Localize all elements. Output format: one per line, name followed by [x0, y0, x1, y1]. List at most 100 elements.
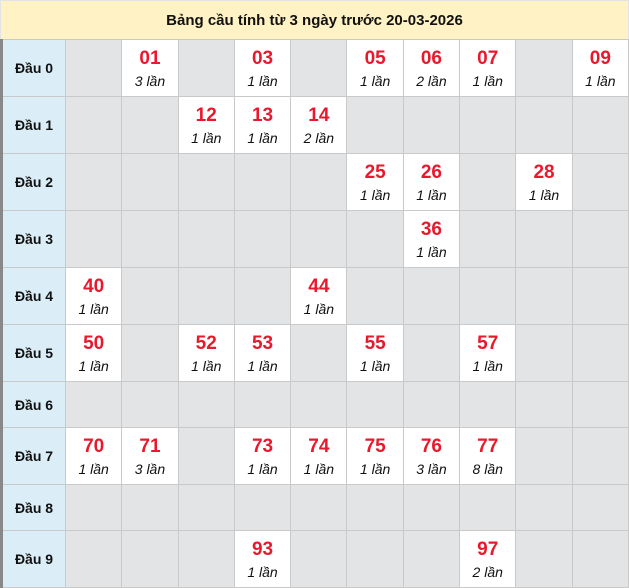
number-cell: 53 1 lần — [233, 324, 292, 382]
empty-cell — [290, 210, 348, 268]
empty-cell — [571, 530, 629, 588]
empty-cell — [64, 39, 123, 97]
empty-cell — [459, 210, 517, 268]
number-cell: 77 8 lần — [459, 427, 517, 485]
empty-cell — [402, 530, 461, 588]
number-cell: 76 3 lần — [402, 427, 461, 485]
occurrence-count: 1 lần — [528, 186, 560, 203]
occurrence-count: 1 lần — [359, 460, 391, 477]
empty-cell — [571, 427, 629, 485]
empty-cell — [290, 530, 348, 588]
empty-cell — [571, 153, 629, 211]
empty-cell — [233, 267, 292, 325]
empty-cell — [515, 210, 573, 268]
empty-cell — [121, 153, 179, 211]
occurrence-count: 1 lần — [247, 563, 278, 580]
number-cell: 71 3 lần — [121, 427, 179, 485]
number-value: 12 — [195, 104, 217, 126]
number-value: 74 — [308, 435, 330, 457]
empty-cell — [571, 210, 629, 268]
occurrence-count: 1 lần — [191, 357, 222, 374]
occurrence-count: 2 lần — [416, 72, 447, 89]
number-value: 13 — [251, 104, 274, 126]
occurrence-count: 8 lần — [472, 460, 503, 477]
empty-cell — [346, 381, 404, 428]
number-value: 57 — [477, 332, 499, 354]
empty-cell — [177, 484, 235, 531]
number-value: 71 — [139, 435, 161, 457]
empty-cell — [177, 210, 235, 268]
empty-cell — [177, 381, 235, 428]
number-value: 06 — [420, 47, 442, 69]
table-row: Đầu 3 36 1 lần — [1, 210, 629, 268]
empty-cell — [121, 381, 179, 428]
number-cell: 36 1 lần — [402, 210, 461, 268]
empty-cell — [515, 39, 573, 97]
number-value: 09 — [589, 47, 611, 69]
occurrence-count: 1 lần — [247, 129, 278, 146]
occurrence-count: 2 lần — [303, 129, 335, 146]
empty-cell — [402, 381, 461, 428]
empty-cell — [177, 39, 235, 97]
row-label: Đầu 6 — [1, 381, 66, 428]
empty-cell — [346, 210, 404, 268]
number-value: 44 — [308, 275, 330, 297]
empty-cell — [177, 153, 235, 211]
empty-cell — [290, 324, 348, 382]
occurrence-count: 1 lần — [359, 186, 391, 203]
number-value: 05 — [364, 47, 386, 69]
occurrence-count: 1 lần — [359, 357, 391, 374]
table-row: Đầu 0 01 3 lần 03 1 lần 05 1 lần 06 2 lần 07 1 lần… — [1, 39, 629, 97]
empty-cell — [571, 96, 629, 154]
occurrence-count: 1 lần — [303, 460, 335, 477]
number-value: 40 — [83, 275, 105, 297]
empty-cell — [402, 324, 461, 382]
empty-cell — [459, 267, 517, 325]
empty-cell — [515, 381, 573, 428]
row-label: Đầu 3 — [1, 210, 66, 268]
number-cell: 55 1 lần — [346, 324, 404, 382]
occurrence-count: 1 lần — [416, 243, 447, 260]
occurrence-count: 1 lần — [472, 72, 503, 89]
number-cell: 57 1 lần — [459, 324, 517, 382]
number-cell: 52 1 lần — [177, 324, 235, 382]
lottery-table: Đầu 0 01 3 lần 03 1 lần 05 1 lần 06 2 lần 07 1 lần… — [0, 39, 629, 588]
number-cell: 06 2 lần — [402, 39, 461, 97]
empty-cell — [515, 427, 573, 485]
number-value: 36 — [420, 218, 442, 240]
empty-cell — [402, 484, 461, 531]
table-row: Đầu 8 — [1, 484, 629, 531]
empty-cell — [64, 484, 123, 531]
number-cell: 74 1 lần — [290, 427, 348, 485]
empty-cell — [177, 530, 235, 588]
number-cell: 28 1 lần — [515, 153, 573, 211]
empty-cell — [121, 267, 179, 325]
occurrence-count: 1 lần — [78, 357, 109, 374]
empty-cell — [346, 267, 404, 325]
row-label: Đầu 7 — [1, 427, 66, 485]
number-cell: 13 1 lần — [233, 96, 292, 154]
number-value: 53 — [251, 332, 274, 354]
empty-cell — [64, 381, 123, 428]
empty-cell — [177, 267, 235, 325]
number-value: 75 — [364, 435, 386, 457]
row-label: Đầu 1 — [1, 96, 66, 154]
number-cell: 09 1 lần — [571, 39, 629, 97]
empty-cell — [64, 210, 123, 268]
number-value: 07 — [477, 47, 499, 69]
empty-cell — [290, 381, 348, 428]
table-title: Bảng cầu tính từ 3 ngày trước 20-03-2026 — [0, 0, 629, 39]
empty-cell — [515, 484, 573, 531]
number-value: 55 — [364, 332, 386, 354]
number-cell: 70 1 lần — [64, 427, 123, 485]
occurrence-count: 1 lần — [247, 460, 278, 477]
empty-cell — [121, 530, 179, 588]
empty-cell — [402, 96, 461, 154]
number-value: 73 — [251, 435, 274, 457]
table-row: Đầu 1 12 1 lần 13 1 lần 14 2 lần — [1, 96, 629, 154]
number-value: 70 — [83, 435, 105, 457]
empty-cell — [459, 96, 517, 154]
number-cell: 40 1 lần — [64, 267, 123, 325]
number-cell: 01 3 lần — [121, 39, 179, 97]
empty-cell — [346, 530, 404, 588]
